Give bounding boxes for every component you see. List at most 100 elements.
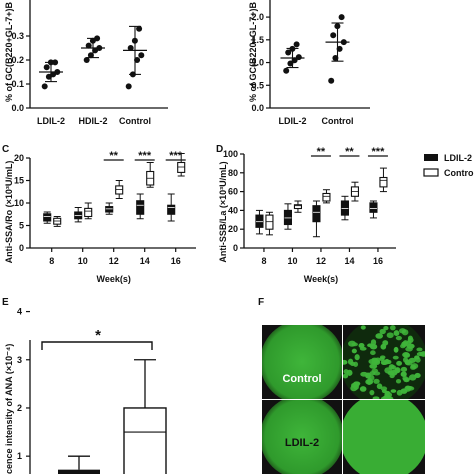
panel-d: D Anti-SSB/La (×10³U/mL) 0 20 40 60 80 100 8 10… (216, 144, 396, 284)
panel-b-ylabel: % of GC(B220+GL-7+)B (248, 2, 258, 103)
y-tick-label: 0.3 (11, 31, 24, 41)
x-tick-label: 10 (78, 256, 88, 266)
x-tick-label: 16 (171, 256, 181, 266)
stained-cell (402, 352, 410, 358)
data-point (87, 52, 94, 59)
data-point (138, 52, 145, 59)
y-tick-label: 1.0 (251, 58, 264, 68)
stained-cell (400, 366, 408, 372)
y-tick-label: 4 (17, 307, 22, 317)
panel-b: % of GC(B220+GL-7+)B 0.0 0.5 1.0 1.5 2.0 LDIL… (248, 0, 370, 126)
significance-label: ** (109, 150, 118, 162)
y-tick-label: 0.1 (11, 79, 24, 89)
row-label-control: Control (282, 373, 321, 385)
panel-a-ylabel: % of GC(B220+GL-7+)B (4, 2, 14, 103)
y-tick-label: 60 (228, 187, 238, 197)
y-tick-label: 20 (14, 153, 24, 163)
x-tick-label: 12 (109, 256, 119, 266)
significance-label: *** (169, 150, 183, 162)
stained-cell (390, 365, 397, 370)
stained-cell (393, 330, 400, 337)
y-tick-label: 40 (228, 205, 238, 215)
data-point (293, 41, 300, 48)
data-point (287, 60, 294, 67)
stained-cell (404, 385, 412, 392)
box (340, 200, 350, 216)
x-tick-label: 16 (373, 256, 383, 266)
x-tick-label: LDIL-2 (279, 116, 307, 126)
y-tick-label: 3 (17, 355, 22, 365)
box (115, 185, 124, 195)
box (84, 207, 93, 218)
y-tick-label: 2 (17, 403, 22, 413)
stained-cell (391, 319, 396, 324)
stained-cell (369, 389, 375, 396)
stained-cell (370, 339, 377, 346)
box (369, 202, 378, 213)
stained-cell (379, 328, 386, 335)
stained-cell (382, 340, 389, 346)
stained-cell (343, 359, 348, 365)
significance-label: *** (138, 150, 152, 162)
stained-cell (382, 395, 390, 399)
box (283, 209, 293, 226)
stained-cell (365, 378, 374, 385)
stained-cell (408, 374, 417, 381)
legend-swatch-ldil2 (424, 154, 438, 161)
stained-cell (373, 359, 381, 366)
y-tick-label: 2.0 (251, 12, 264, 22)
x-tick-label: LDIL-2 (37, 116, 65, 126)
stained-cell (343, 373, 349, 379)
stained-cell (403, 356, 408, 363)
data-point (295, 54, 302, 61)
panel-c: C Anti-SSA/Ro (×10³U/mL) 0 5 10 15 20 8 10 12 **… (2, 144, 196, 284)
x-tick-label: Control (322, 116, 354, 126)
stained-cell (365, 372, 371, 379)
stained-cell (370, 350, 376, 356)
box (265, 214, 274, 230)
data-point (338, 14, 345, 21)
stained-cell (400, 343, 406, 349)
data-point (43, 64, 50, 71)
stained-cell (410, 364, 417, 370)
stained-cell (347, 358, 354, 365)
stained-cell (372, 396, 380, 399)
significance-label: ** (317, 146, 326, 158)
y-tick-label: 20 (228, 224, 238, 234)
stained-cell (392, 355, 399, 360)
stained-cell (396, 360, 403, 366)
panel-a: % of GC(B220+GL-7+)B 0.0 0.1 0.2 0.3 LDIL-2 H… (4, 0, 168, 126)
stained-cell (379, 356, 385, 362)
data-point (332, 55, 339, 61)
stained-cell (375, 333, 384, 339)
stained-cell (386, 332, 394, 339)
stained-cell (416, 347, 423, 352)
significance-label: *** (372, 146, 386, 158)
panel-e: E cence intensity of ANA (×10⁻⁴) 1 2 3 4 * (2, 297, 167, 474)
stained-cell (360, 325, 366, 330)
stained-cell (354, 354, 360, 361)
y-tick-label: 1 (17, 451, 22, 461)
bar-ldil2 (58, 469, 100, 474)
x-tick-label: 8 (49, 256, 54, 266)
stained-cell (407, 337, 414, 344)
box (255, 214, 264, 228)
stained-cell (384, 358, 390, 365)
box (177, 161, 186, 173)
box (322, 192, 331, 202)
box (136, 200, 145, 215)
y-tick-label: 1.5 (251, 35, 264, 45)
significance-bracket (41, 341, 153, 350)
y-tick-label: 0 (19, 243, 24, 253)
data-point (41, 83, 48, 90)
stained-cell (353, 361, 359, 367)
stained-cell (389, 369, 398, 376)
box (379, 176, 388, 188)
stained-cell (351, 348, 357, 354)
micrograph-control-high (343, 319, 425, 399)
stained-cell (373, 371, 381, 376)
stained-cell (402, 377, 411, 381)
legend: LDIL-2 Control (423, 153, 474, 178)
legend-label-ldil2: LDIL-2 (444, 153, 472, 163)
